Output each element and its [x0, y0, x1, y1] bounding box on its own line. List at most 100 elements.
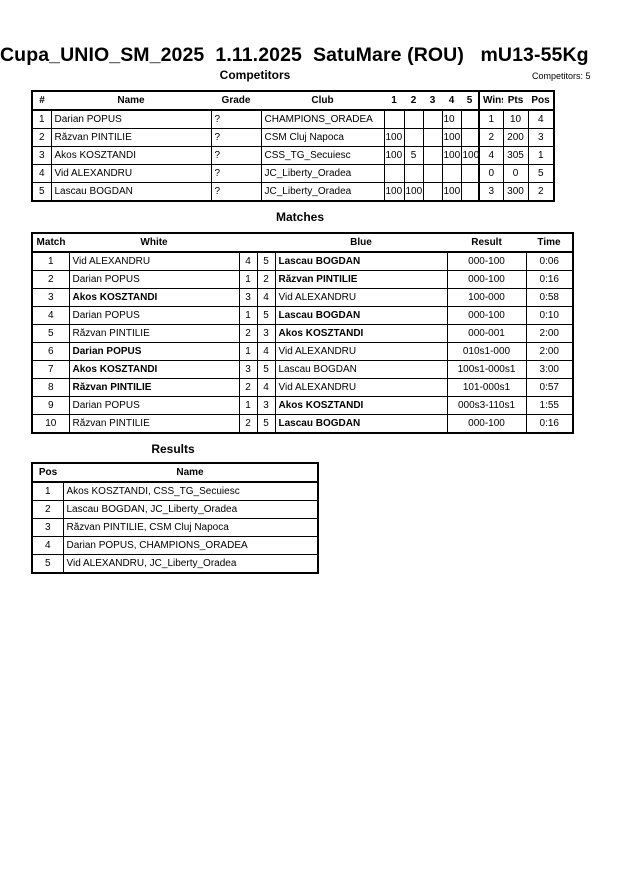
- match-number: 3: [31, 288, 70, 307]
- competitor-cell: [422, 146, 443, 165]
- competitors-table: #NameGradeClub12345WinsPtsPos1Darian POP…: [31, 90, 555, 202]
- col-header: Pts: [503, 91, 528, 111]
- match-number: 10: [31, 414, 70, 434]
- blue-number: 5: [256, 306, 276, 325]
- result-name: Lascau BOGDAN, JC_Liberty_Oradea: [62, 500, 319, 519]
- competitor-cell: JC_Liberty_Oradea: [260, 164, 385, 183]
- blue-competitor: Akos KOSZTANDI: [274, 396, 448, 415]
- result-name: Akos KOSZTANDI, CSS_TG_Secuiesc: [62, 481, 319, 501]
- competitor-cell: 100: [441, 128, 462, 147]
- competitor-cell: 4: [31, 164, 52, 183]
- competitor-cell: 5: [31, 182, 52, 202]
- competitor-cell: [422, 164, 443, 183]
- competitor-cell: 100: [441, 182, 462, 202]
- white-competitor: Darian POPUS: [68, 270, 240, 289]
- white-number: 1: [238, 342, 258, 361]
- match-time: 0:10: [525, 306, 574, 325]
- blue-competitor: Vid ALEXANDRU: [274, 378, 448, 397]
- match-result: 101-000s1: [446, 378, 527, 397]
- competitor-cell: ?: [210, 164, 262, 183]
- competitor-cell: ?: [210, 128, 262, 147]
- competitor-cell: 300: [502, 182, 529, 202]
- competitor-cell: 100: [383, 128, 405, 147]
- match-time: 2:00: [525, 324, 574, 343]
- result-name: Răzvan PINTILIE, CSM Cluj Napoca: [62, 518, 319, 537]
- competitor-cell: Vid ALEXANDRU: [50, 164, 212, 183]
- match-time: 0:57: [525, 378, 574, 397]
- match-time: 2:00: [525, 342, 574, 361]
- match-number: 4: [31, 306, 70, 325]
- blue-competitor: Lascau BOGDAN: [274, 306, 448, 325]
- competitor-cell: 3: [478, 182, 504, 202]
- col-header: 5: [461, 91, 479, 111]
- competitor-cell: [422, 182, 443, 202]
- competitor-cell: CSS_TG_Secuiesc: [260, 146, 385, 165]
- result-name: Darian POPUS, CHAMPIONS_ORADEA: [62, 536, 319, 555]
- competitor-cell: ?: [210, 146, 262, 165]
- match-result: 010s1-000: [446, 342, 527, 361]
- competitor-cell: 3: [527, 128, 555, 147]
- competitor-cell: 0: [502, 164, 529, 183]
- competitor-cell: 1: [527, 146, 555, 165]
- competitor-cell: [403, 128, 424, 147]
- competitor-cell: [460, 182, 480, 202]
- match-result: 000-100: [446, 306, 527, 325]
- competitor-cell: [422, 109, 443, 129]
- blue-competitor: Lascau BOGDAN: [274, 251, 448, 271]
- competitor-cell: Darian POPUS: [50, 109, 212, 129]
- blue-number: 5: [256, 360, 276, 379]
- result-row: 1 Akos KOSZTANDI, CSS_TG_Secuiesc: [31, 481, 319, 501]
- blue-number: 5: [256, 414, 276, 434]
- blue-competitor: Vid ALEXANDRU: [274, 342, 448, 361]
- col-header: Name: [51, 91, 211, 111]
- page-title: Cupa_UNIO_SM_2025 1.11.2025 SatuMare (RO…: [0, 44, 589, 66]
- competitor-cell: 2: [478, 128, 504, 147]
- blue-number: 4: [256, 342, 276, 361]
- white-number: 2: [238, 324, 258, 343]
- match-number: 2: [31, 270, 70, 289]
- match-time: 3:00: [525, 360, 574, 379]
- white-number: 2: [238, 378, 258, 397]
- col-header-match: Match: [32, 233, 69, 253]
- competitor-cell: 0: [478, 164, 504, 183]
- col-header: Grade: [211, 91, 261, 111]
- col-header-result: Result: [447, 233, 526, 253]
- results-heading: Results: [151, 442, 195, 456]
- col-header: 3: [423, 91, 442, 111]
- match-time: 1:55: [525, 396, 574, 415]
- competitor-cell: 10: [441, 109, 462, 129]
- blue-number: 4: [256, 288, 276, 307]
- results-table: Pos Name 1 Akos KOSZTANDI, CSS_TG_Secuies…: [31, 462, 319, 574]
- competitor-cell: 5: [403, 146, 424, 165]
- col-header: 4: [442, 91, 461, 111]
- matches-table: Match White Blue Result Time 1 Vid ALEXAN…: [31, 232, 574, 434]
- result-row: 5 Vid ALEXANDRU, JC_Liberty_Oradea: [31, 554, 319, 574]
- competitor-cell: 2: [527, 182, 555, 202]
- competitor-row: 2 Răzvan PINTILIE? CSM Cluj Napoca 100 100 2 2…: [31, 128, 555, 147]
- competitor-cell: [460, 109, 480, 129]
- col-header-blue: Blue: [275, 233, 447, 253]
- blue-number: 3: [256, 324, 276, 343]
- col-header: 1: [384, 91, 404, 111]
- white-competitor: Răzvan PINTILIE: [68, 378, 240, 397]
- result-pos: 5: [31, 554, 64, 574]
- result-row: 4 Darian POPUS, CHAMPIONS_ORADEA: [31, 536, 319, 555]
- blue-competitor: Vid ALEXANDRU: [274, 288, 448, 307]
- match-row: 7 Akos KOSZTANDI 3 5 Lascau BOGDAN 100s1-000s…: [31, 360, 574, 379]
- white-competitor: Akos KOSZTANDI: [68, 288, 240, 307]
- competitor-cell: 100: [403, 182, 424, 202]
- competitor-cell: 100: [383, 146, 405, 165]
- blue-competitor: Lascau BOGDAN: [274, 414, 448, 434]
- white-number: 4: [238, 251, 258, 271]
- competitor-cell: 4: [478, 146, 504, 165]
- white-competitor: Darian POPUS: [68, 306, 240, 325]
- white-competitor: Răzvan PINTILIE: [68, 324, 240, 343]
- competitor-cell: ?: [210, 182, 262, 202]
- white-competitor: Vid ALEXANDRU: [68, 251, 240, 271]
- competitor-cell: 10: [502, 109, 529, 129]
- match-row: 4 Darian POPUS 1 5 Lascau BOGDAN 000-100 0:10: [31, 306, 574, 325]
- match-result: 000-001: [446, 324, 527, 343]
- matches-heading: Matches: [275, 210, 325, 224]
- white-competitor: Darian POPUS: [68, 342, 240, 361]
- white-number: 3: [238, 360, 258, 379]
